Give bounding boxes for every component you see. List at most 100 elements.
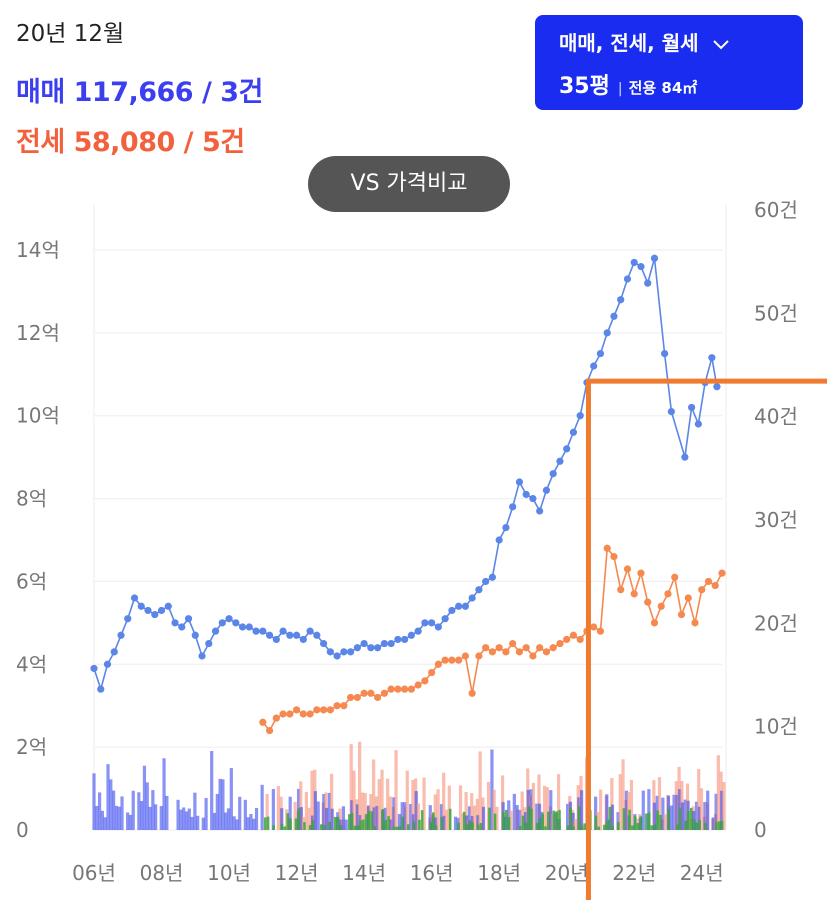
vs-price-compare-button[interactable]: VS 가격비교	[308, 156, 510, 212]
sale-volume-bar	[680, 802, 685, 830]
jeonse-volume-bar	[697, 769, 701, 830]
rent-volume-bar	[432, 812, 435, 830]
rent-volume-bar	[639, 816, 643, 830]
rent-volume-bar	[558, 809, 561, 830]
rent-volume-bar	[622, 808, 626, 830]
sale-volume-bar	[389, 819, 393, 830]
sale-volume-bar	[409, 804, 413, 830]
jeonse-point	[265, 726, 274, 735]
jeonse-volume-bar	[599, 789, 603, 830]
sale-point	[272, 635, 280, 644]
sale-volume-bar	[453, 816, 458, 830]
jeonse-point	[509, 639, 517, 648]
jeonse-point	[428, 668, 436, 677]
rent-volume-bar	[617, 822, 620, 830]
sale-volume-bar	[403, 802, 407, 830]
jeonse-point	[414, 681, 422, 689]
rent-volume-bar	[647, 812, 651, 830]
jeonse-volume-bar	[372, 759, 376, 830]
jeonse-volume-bar	[358, 741, 362, 830]
jeonse-point	[610, 552, 618, 561]
sale-volume-bar	[162, 758, 166, 830]
rent-volume-bar	[418, 819, 421, 830]
rent-volume-bar	[628, 809, 631, 830]
rent-volume-bar	[552, 810, 556, 830]
sale-volume-bar	[610, 804, 615, 830]
sale-point	[448, 606, 456, 615]
rent-volume-bar	[420, 810, 424, 830]
jeonse-point	[502, 648, 510, 656]
sale-volume-bar	[176, 799, 180, 830]
rent-volume-bar	[303, 822, 306, 830]
jeonse-volume-bar	[657, 777, 662, 830]
jeonse-volume-bar	[556, 774, 561, 830]
x-tick-label: 12년	[275, 861, 319, 885]
sale-volume-bar	[288, 796, 292, 830]
right-tick-label: 20건	[754, 611, 798, 635]
sale-volume-bar	[117, 806, 121, 830]
sale-volume-bar	[204, 798, 208, 830]
jeonse-volume-bar	[307, 807, 311, 830]
sale-point	[495, 536, 503, 544]
rent-volume-bar	[384, 819, 388, 830]
rent-volume-bar	[468, 820, 472, 830]
jeonse-volume-bar	[629, 779, 634, 830]
sale-point	[245, 623, 253, 631]
rent-volume-bar	[659, 814, 662, 830]
rent-volume-bar	[678, 807, 682, 830]
sale-volume-bar	[140, 800, 144, 830]
sale-volume-bar	[190, 816, 194, 830]
left-tick-label: 0	[16, 818, 29, 842]
trade-type-filter-button[interactable]: 매매, 전세, 월세 35평 | 전용 84㎡	[535, 15, 803, 110]
jeonse-point	[657, 602, 665, 610]
rent-volume-bar	[373, 826, 376, 830]
sale-volume-bar	[126, 812, 130, 830]
sale-volume-bar	[131, 790, 135, 830]
sale-point	[387, 639, 395, 648]
sale-volume-bar	[196, 815, 200, 830]
sale-volume-bar	[249, 814, 253, 830]
rent-volume-bar	[569, 808, 573, 830]
jeonse-point	[542, 648, 551, 656]
jeonse-volume-bar	[716, 755, 720, 830]
jeonse-point	[475, 652, 483, 660]
rent-volume-bar	[544, 826, 547, 830]
sale-point	[265, 631, 274, 639]
jeonse-point	[563, 635, 571, 644]
sale-point	[205, 639, 213, 648]
sale-volume-bar	[669, 805, 673, 830]
jeonse-point	[664, 590, 672, 598]
jeonse-volume-bar	[618, 774, 622, 830]
sale-volume-bar	[339, 819, 343, 830]
sale-volume-bar	[193, 792, 197, 830]
x-tick-label: 20년	[545, 861, 589, 885]
jeonse-volume-bar	[360, 792, 365, 830]
jeonse-point	[306, 710, 314, 718]
jeonse-point	[671, 573, 679, 581]
jeonse-volume-bar	[596, 812, 600, 830]
rent-volume-bar	[294, 818, 298, 830]
right-tick-label: 30건	[754, 508, 798, 532]
jeonse-point	[522, 644, 530, 652]
sale-label: 매매	[16, 77, 65, 108]
jeonse-volume-bar	[416, 803, 421, 830]
sale-point	[623, 275, 632, 283]
rent-volume-bar	[319, 824, 323, 830]
sale-point	[130, 594, 139, 602]
sale-point	[90, 664, 98, 673]
sale-volume-bar	[694, 801, 699, 830]
sale-volume-bar	[235, 819, 239, 830]
jeonse-point	[353, 693, 361, 702]
jeonse-volume-bar	[621, 759, 625, 830]
sale-volume-bar	[260, 784, 264, 830]
sale-point	[374, 644, 382, 652]
jeonse-volume-bar	[722, 781, 726, 830]
jeonse-volume-bar	[352, 770, 356, 830]
right-tick-label: 60건	[754, 198, 798, 222]
sale-volume-bar	[372, 807, 376, 830]
jeonse-point	[448, 656, 456, 664]
sale-point	[542, 486, 551, 494]
sale-point	[407, 631, 415, 639]
jeonse-volume-bar	[486, 781, 491, 830]
sale-volume-bar	[159, 806, 163, 830]
